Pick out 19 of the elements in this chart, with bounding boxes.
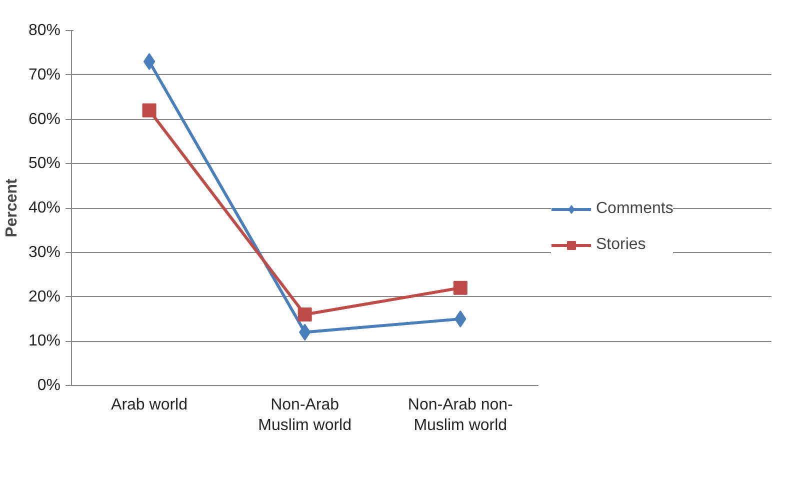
legend-label: Comments: [596, 200, 674, 218]
y-tick-label: 10%: [28, 332, 61, 350]
y-axis-title: Percent: [3, 178, 20, 238]
point: [298, 308, 312, 322]
point: [143, 53, 156, 70]
y-tick-label: 50%: [28, 155, 61, 172]
y-tick-label: 30%: [28, 244, 61, 261]
legend-label: Stories: [596, 236, 646, 254]
y-tick-label: 80%: [28, 22, 61, 39]
x-tick-label: Non-Arab non-Muslim world: [408, 396, 513, 434]
x-tick-label: Non-Arab Muslim world: [258, 396, 352, 434]
y-tick-label: 40%: [28, 200, 61, 216]
point: [142, 103, 156, 118]
y-tick-label: 60%: [28, 110, 61, 128]
x-tick-label: Arab world: [111, 396, 188, 414]
y-tick-label: 70%: [28, 66, 61, 84]
y-tick-label: 20%: [28, 288, 61, 306]
point: [453, 280, 468, 295]
y-tick-label: 0%: [37, 377, 60, 394]
